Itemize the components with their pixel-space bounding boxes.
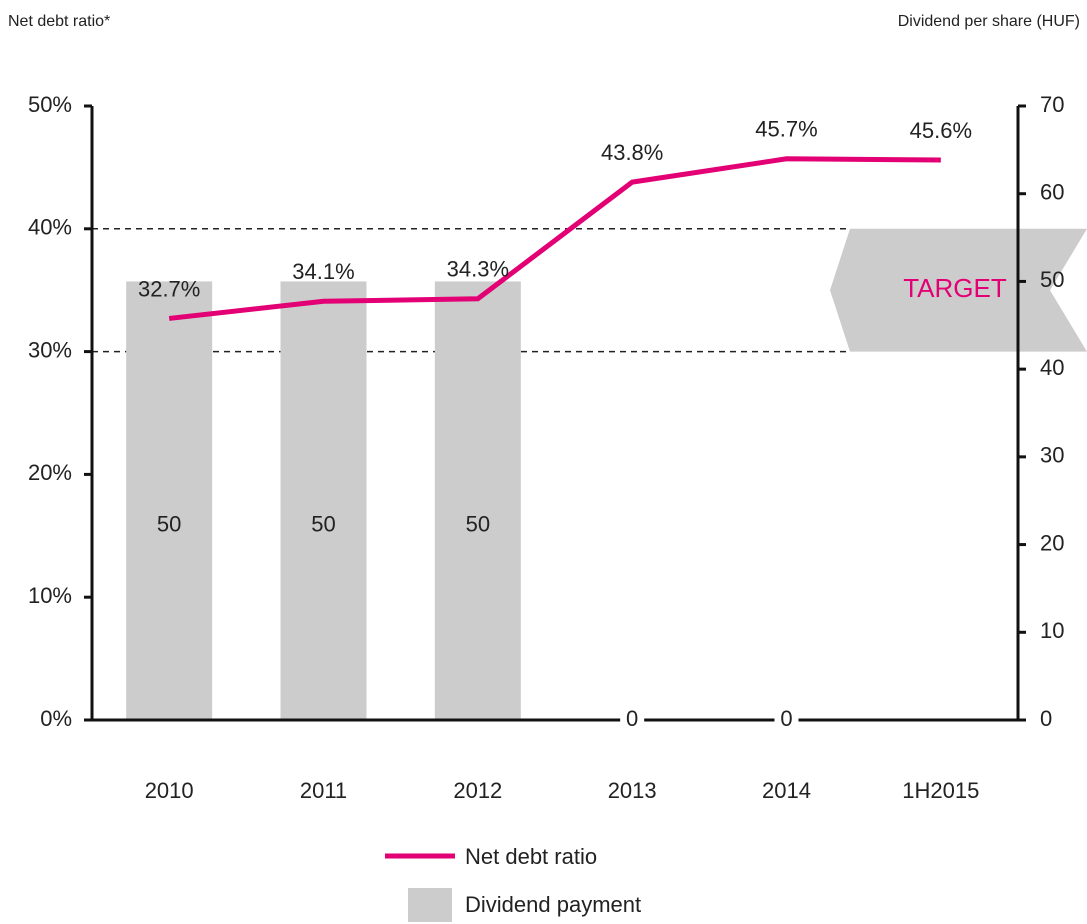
bar-label: 0	[626, 706, 638, 731]
target-shape	[830, 228, 1087, 352]
line-label: 34.1%	[292, 259, 354, 284]
target-label: TARGET	[903, 273, 1007, 303]
y2-tick-label: 50	[1040, 267, 1064, 292]
y-tick-label: 30%	[28, 337, 72, 362]
y-tick-label: 10%	[28, 583, 72, 608]
legend-swatch	[408, 888, 452, 922]
bar-label: 0	[780, 706, 792, 731]
line-label: 45.6%	[910, 118, 972, 143]
bar-label: 50	[466, 512, 490, 537]
legend-label: Dividend payment	[465, 892, 641, 917]
y2-axis-title: Dividend per share (HUF)	[898, 13, 1080, 30]
y2-tick-label: 60	[1040, 180, 1064, 205]
x-tick-label: 2010	[145, 778, 194, 803]
line-label: 43.8%	[601, 140, 663, 165]
bar	[126, 281, 213, 720]
bar	[434, 281, 521, 720]
y-tick-label: 50%	[28, 92, 72, 117]
line-label: 32.7%	[138, 276, 200, 301]
x-tick-label: 1H2015	[902, 778, 979, 803]
y2-tick-label: 0	[1040, 706, 1052, 731]
x-tick-label: 2013	[608, 778, 657, 803]
x-tick-label: 2012	[453, 778, 502, 803]
line-label: 34.3%	[447, 257, 509, 282]
y2-tick-label: 30	[1040, 443, 1064, 468]
y-tick-label: 20%	[28, 460, 72, 485]
y2-tick-label: 70	[1040, 92, 1064, 117]
y2-tick-label: 20	[1040, 530, 1064, 555]
y2-tick-label: 40	[1040, 355, 1064, 380]
bar	[280, 281, 367, 720]
x-tick-label: 2011	[300, 778, 347, 803]
legend-label: Net debt ratio	[465, 844, 597, 869]
bar-label: 50	[157, 512, 181, 537]
zero-bg	[620, 706, 645, 734]
y-tick-label: 40%	[28, 215, 72, 240]
bar-label: 50	[311, 512, 335, 537]
y-axis-title: Net debt ratio*	[8, 13, 110, 30]
y2-tick-label: 10	[1040, 618, 1064, 643]
zero-bg	[774, 706, 799, 734]
line	[168, 156, 941, 321]
y-tick-label: 0%	[40, 706, 72, 731]
x-tick-label: 2014	[762, 778, 811, 803]
line-label: 45.7%	[755, 117, 817, 142]
